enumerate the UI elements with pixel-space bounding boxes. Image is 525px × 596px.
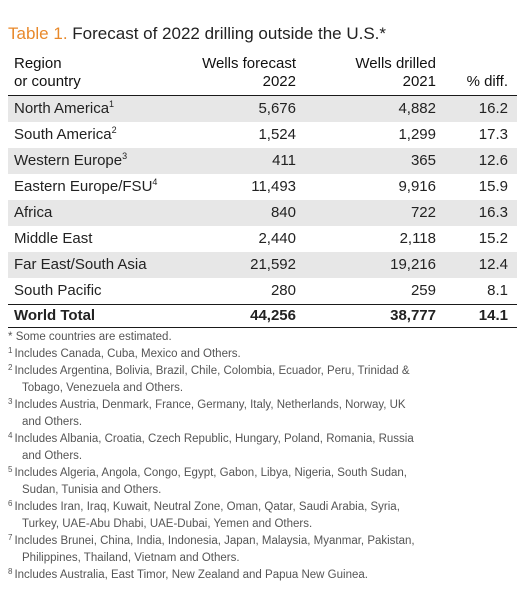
table-row: Far East/South Asia 21,592 19,216 12.4: [8, 252, 517, 278]
row-region: North America1: [14, 99, 115, 118]
row-region: Middle East: [14, 230, 93, 247]
total-drilled: 38,777: [390, 307, 436, 324]
footnote: * Some countries are estimated.: [8, 331, 172, 343]
row-diff: 16.3: [478, 204, 508, 221]
table-row: Eastern Europe/FSU4 11,493 9,916 15.9: [8, 174, 517, 200]
row-region: Western Europe3: [14, 151, 128, 170]
table-number: Table 1.: [8, 24, 68, 43]
header-region-line2: or country: [14, 73, 81, 90]
table-row: Middle East 2,440 2,118 15.2: [8, 226, 517, 252]
table-row: South America2 1,524 1,299 17.3: [8, 122, 517, 148]
row-forecast: 280: [270, 282, 296, 299]
footnote: 1 Includes Canada, Cuba, Mexico and Other…: [8, 346, 241, 361]
header-drilled-line1: Wells drilled: [355, 55, 436, 72]
row-diff: 17.3: [478, 126, 508, 143]
row-forecast: 1,524: [258, 126, 296, 143]
table-header: Region or country Wells forecast 2022 We…: [8, 55, 517, 95]
table-row: Africa 840 722 16.3: [8, 200, 517, 226]
footnote: 5 Includes Algeria, Angola, Congo, Egypt,…: [8, 465, 407, 497]
table-row: Western Europe3 411 365 12.6: [8, 148, 517, 174]
footnote: 8 Includes Australia, East Timor, New Zea…: [8, 567, 368, 582]
row-forecast: 411: [272, 152, 296, 169]
header-region: Region or country: [14, 55, 81, 91]
header-region-line1: Region: [14, 55, 62, 72]
row-region: Eastern Europe/FSU4: [14, 177, 158, 196]
total-row: World Total 44,256 38,777 14.1: [8, 304, 517, 328]
row-region: South America2: [14, 125, 117, 144]
header-wells-drilled: Wells drilled 2021: [321, 55, 436, 91]
table-caption: Forecast of 2022 drilling outside the U.…: [72, 24, 387, 43]
footnote: 2 Includes Argentina, Bolivia, Brazil, Ch…: [8, 363, 410, 395]
row-drilled: 2,118: [399, 230, 436, 247]
table-row: North America1 5,676 4,882 16.2: [8, 96, 517, 122]
footnotes: * Some countries are estimated. 1 Include…: [8, 329, 513, 584]
table-row: South Pacific 280 259 8.1: [8, 278, 517, 304]
row-region: South Pacific: [14, 282, 102, 299]
header-drilled-line2: 2021: [402, 73, 436, 90]
row-forecast: 2,440: [258, 230, 296, 247]
row-region: Far East/South Asia: [14, 256, 147, 273]
header-forecast-line1: Wells forecast: [202, 55, 296, 72]
footnote: 4 Includes Albania, Croatia, Czech Republ…: [8, 431, 414, 463]
row-drilled: 365: [410, 152, 436, 169]
total-label: World Total: [14, 307, 96, 324]
row-drilled: 1,299: [398, 126, 436, 143]
row-drilled: 4,882: [398, 100, 436, 117]
row-diff: 15.9: [478, 178, 508, 195]
row-diff: 12.4: [478, 256, 508, 273]
header-wells-forecast: Wells forecast 2022: [168, 55, 296, 91]
table-body: North America1 5,676 4,882 16.2 South Am…: [8, 95, 517, 304]
row-drilled: 19,216: [390, 256, 436, 273]
footnote: 3 Includes Austria, Denmark, France, Germ…: [8, 397, 406, 429]
footnote: 6 Includes Iran, Iraq, Kuwait, Neutral Zo…: [8, 499, 400, 531]
row-drilled: 9,916: [398, 178, 436, 195]
row-region: Africa: [14, 204, 53, 221]
row-diff: 12.6: [478, 152, 508, 169]
row-diff: 15.2: [478, 230, 508, 247]
total-forecast: 44,256: [250, 307, 296, 324]
row-diff: 16.2: [478, 100, 508, 117]
row-forecast: 21,592: [250, 256, 296, 273]
total-diff: 14.1: [478, 307, 508, 324]
header-pct-diff: % diff.: [466, 73, 508, 90]
row-forecast: 11,493: [251, 178, 296, 195]
header-forecast-line2: 2022: [262, 73, 296, 90]
row-forecast: 5,676: [258, 100, 296, 117]
row-forecast: 840: [270, 204, 296, 221]
row-diff: 8.1: [487, 282, 508, 299]
table-title: Table 1. Forecast of 2022 drilling outsi…: [8, 24, 386, 44]
row-drilled: 259: [410, 282, 436, 299]
footnote: 7 Includes Brunei, China, India, Indonesi…: [8, 533, 415, 565]
row-drilled: 722: [410, 204, 436, 221]
